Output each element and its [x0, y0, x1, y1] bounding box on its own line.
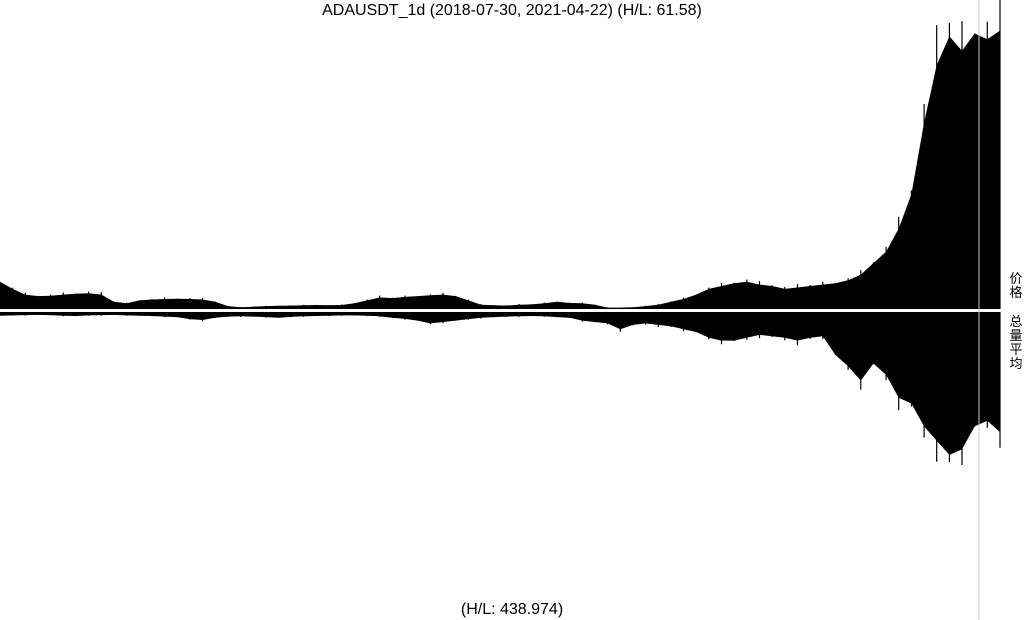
- volume-area: [0, 312, 1000, 455]
- price-panel-label: 价格: [1009, 271, 1023, 300]
- chart-title: ADAUSDT_1d (2018-07-30, 2021-04-22) (H/L…: [322, 2, 702, 19]
- price-area: [0, 30, 1000, 309]
- volume-panel-label: 总量平均: [1009, 314, 1023, 371]
- volume-hl-label: (H/L: 438.974): [460, 601, 564, 618]
